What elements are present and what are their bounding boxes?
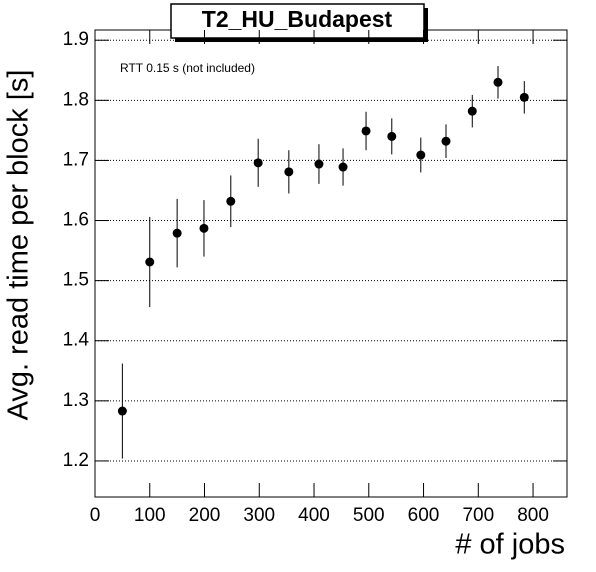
data-point [226, 196, 236, 206]
data-point [416, 150, 426, 160]
y-tick-label: 1.8 [63, 89, 89, 110]
x-tick-label: 800 [517, 505, 549, 526]
y-tick-label: 1.3 [63, 390, 89, 411]
x-tick-label: 500 [353, 505, 385, 526]
data-point [519, 92, 529, 102]
data-point [253, 158, 263, 168]
x-tick-label: 700 [462, 505, 494, 526]
x-tick-label: 600 [408, 505, 440, 526]
data-point [361, 126, 371, 136]
data-point [493, 77, 503, 87]
y-tick-label: 1.2 [63, 450, 89, 471]
x-tick-label: 300 [243, 505, 275, 526]
data-point [387, 131, 397, 141]
data-point [199, 223, 209, 233]
y-tick-label: 1.5 [63, 270, 89, 291]
y-tick-label: 1.9 [63, 29, 89, 50]
y-tick-label: 1.7 [63, 149, 89, 170]
data-point [145, 257, 155, 267]
data-point [441, 136, 451, 146]
chart-title: T2_HU_Budapest [202, 6, 393, 32]
x-tick-label: 100 [134, 505, 166, 526]
x-tick-label: 0 [90, 505, 101, 526]
title-box [170, 3, 425, 39]
y-tick-label: 1.4 [63, 330, 90, 351]
y-axis-label: Avg. read time per block [s] [3, 70, 35, 421]
data-point [172, 228, 182, 238]
data-point [467, 106, 477, 116]
data-point [338, 162, 348, 172]
x-tick-label: 400 [298, 505, 330, 526]
x-axis-label: # of jobs [455, 529, 565, 561]
data-point [284, 167, 294, 177]
data-point [314, 159, 324, 169]
x-tick-label: 200 [189, 505, 221, 526]
data-point [117, 406, 127, 416]
plot-frame [94, 29, 568, 498]
y-tick-label: 1.6 [63, 210, 89, 231]
annotation: RTT 0.15 s (not included) [120, 61, 255, 75]
